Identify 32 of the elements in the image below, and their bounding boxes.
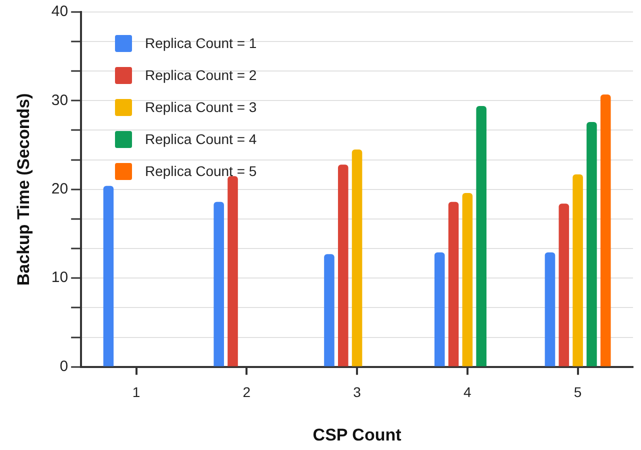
y-tick-label: 10 [51, 269, 68, 286]
x-tick-label: 1 [132, 384, 140, 400]
bar [228, 176, 238, 366]
x-axis-title: CSP Count [312, 425, 402, 444]
bar [572, 174, 583, 366]
legend-label: Replica Count = 5 [145, 163, 257, 179]
bar [462, 192, 473, 366]
x-tick-label: 5 [574, 384, 582, 400]
bar [338, 164, 348, 366]
y-tick-label: 20 [51, 180, 68, 198]
bar [448, 202, 459, 366]
legend-label: Replica Count = 4 [145, 131, 257, 147]
y-tick-label: 0 [60, 358, 68, 375]
x-tick-label: 4 [464, 384, 472, 400]
y-axis-title: Backup Time (Seconds) [14, 93, 33, 286]
legend-label: Replica Count = 2 [145, 67, 257, 83]
x-tick-label: 3 [353, 384, 362, 400]
y-tick-label: 30 [51, 92, 68, 109]
bar [586, 122, 597, 366]
bar [600, 94, 611, 366]
legend-label: Replica Count = 3 [145, 99, 257, 115]
bar [544, 252, 556, 366]
y-tick-label: 40 [51, 3, 68, 20]
bar [352, 149, 362, 366]
bar [558, 204, 570, 366]
legend-label: Replica Count = 1 [145, 35, 257, 51]
bar [324, 254, 334, 366]
bar [476, 106, 486, 366]
bar [434, 252, 445, 366]
bar [214, 202, 224, 366]
bar [103, 186, 114, 366]
x-tick-label: 2 [242, 384, 251, 400]
